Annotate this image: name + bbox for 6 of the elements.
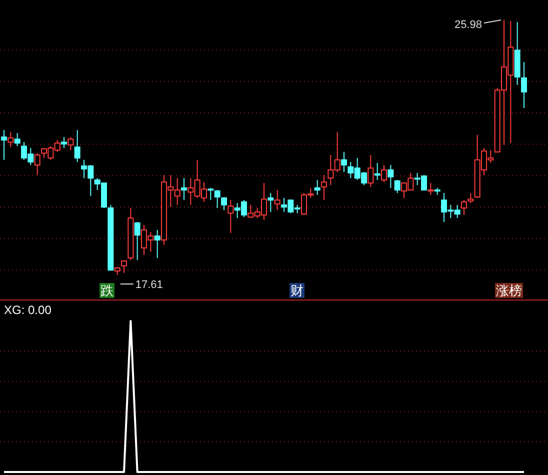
- text: 财: [290, 283, 304, 298]
- text: 跌: [100, 283, 114, 298]
- chart-title: XG: 0.00: [4, 303, 52, 317]
- text: 17.61: [135, 279, 163, 291]
- text: 涨榜: [496, 283, 522, 298]
- annotation: 25.98: [454, 19, 482, 31]
